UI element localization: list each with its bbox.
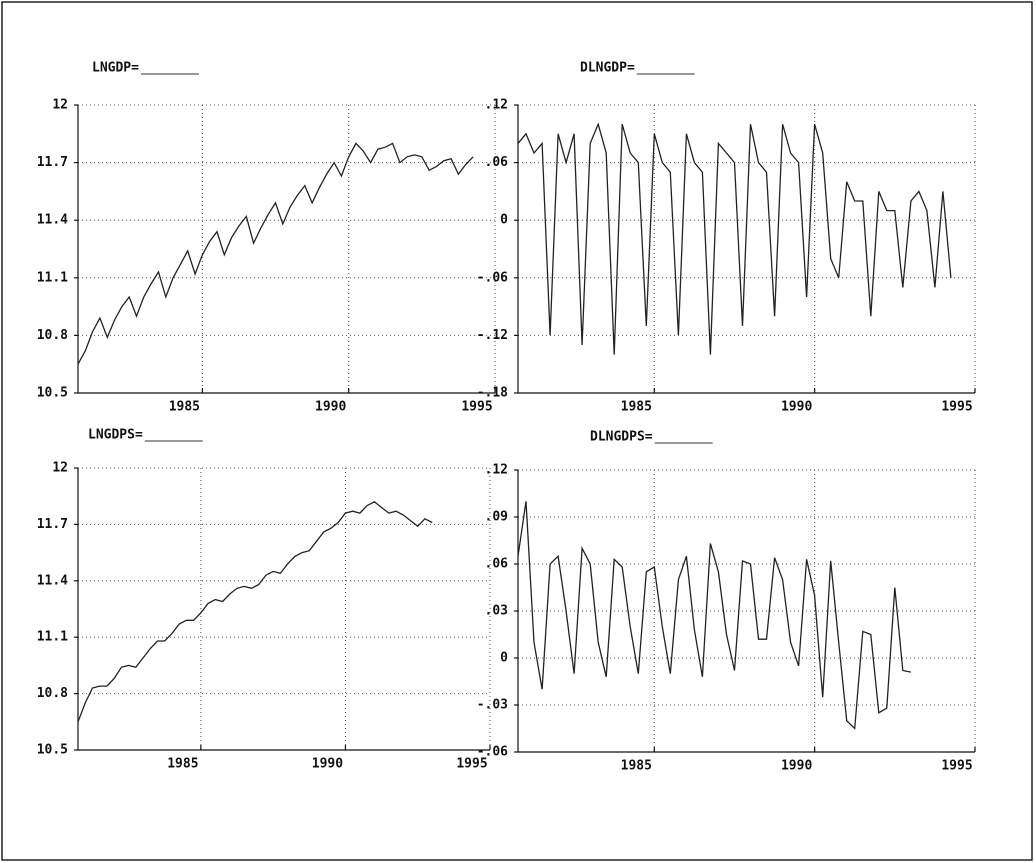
x-tick-label: 1990 [781, 400, 812, 415]
y-tick-label: .12 [485, 98, 508, 113]
y-tick-label: -.18 [477, 386, 508, 401]
series-line [77, 142, 474, 365]
y-tick-label: 11.1 [37, 270, 68, 285]
y-tick-label: 11.4 [37, 213, 68, 228]
y-tick-label: 0 [500, 213, 508, 228]
y-tick-label: .06 [485, 557, 509, 572]
chart-title: LNGDPS= [88, 428, 143, 443]
x-tick-label: 1985 [621, 400, 652, 415]
x-tick-label: 1990 [312, 757, 343, 772]
x-tick-label: 1995 [456, 757, 487, 772]
y-tick-label: 10.8 [37, 328, 68, 343]
y-tick-label: 0 [500, 651, 508, 666]
series-line [517, 122, 952, 355]
y-tick-label: 11.7 [37, 517, 68, 532]
y-tick-label: 10.8 [37, 686, 68, 701]
y-tick-label: 12 [52, 461, 68, 476]
y-tick-label: 11.7 [37, 155, 68, 170]
series-line [77, 501, 433, 723]
chart-title: DLNGDP= [580, 61, 635, 76]
y-tick-label: .12 [485, 463, 508, 478]
y-tick-label: -.03 [477, 698, 508, 713]
x-tick-label: 1990 [781, 759, 812, 774]
y-tick-label: -.12 [477, 328, 508, 343]
series-line [517, 501, 912, 730]
x-tick-label: 1995 [461, 400, 492, 415]
y-tick-label: -.06 [477, 270, 508, 285]
y-tick-label: 10.5 [37, 743, 68, 758]
y-tick-label: -.06 [477, 745, 508, 760]
x-tick-label: 1985 [167, 757, 198, 772]
y-tick-label: 12 [52, 98, 68, 113]
chart-title: DLNGDPS= [590, 430, 653, 445]
x-tick-label: 1995 [941, 400, 972, 415]
x-tick-label: 1995 [941, 759, 972, 774]
y-tick-label: .09 [485, 510, 508, 525]
y-tick-label: .03 [485, 604, 508, 619]
y-tick-label: 11.1 [37, 630, 68, 645]
x-tick-label: 1985 [169, 400, 200, 415]
y-tick-label: 10.5 [37, 386, 68, 401]
x-tick-label: 1985 [621, 759, 652, 774]
y-tick-label: .06 [485, 155, 509, 170]
chart-title: LNGDP= [92, 61, 139, 76]
x-tick-label: 1990 [315, 400, 346, 415]
y-tick-label: 11.4 [37, 573, 68, 588]
